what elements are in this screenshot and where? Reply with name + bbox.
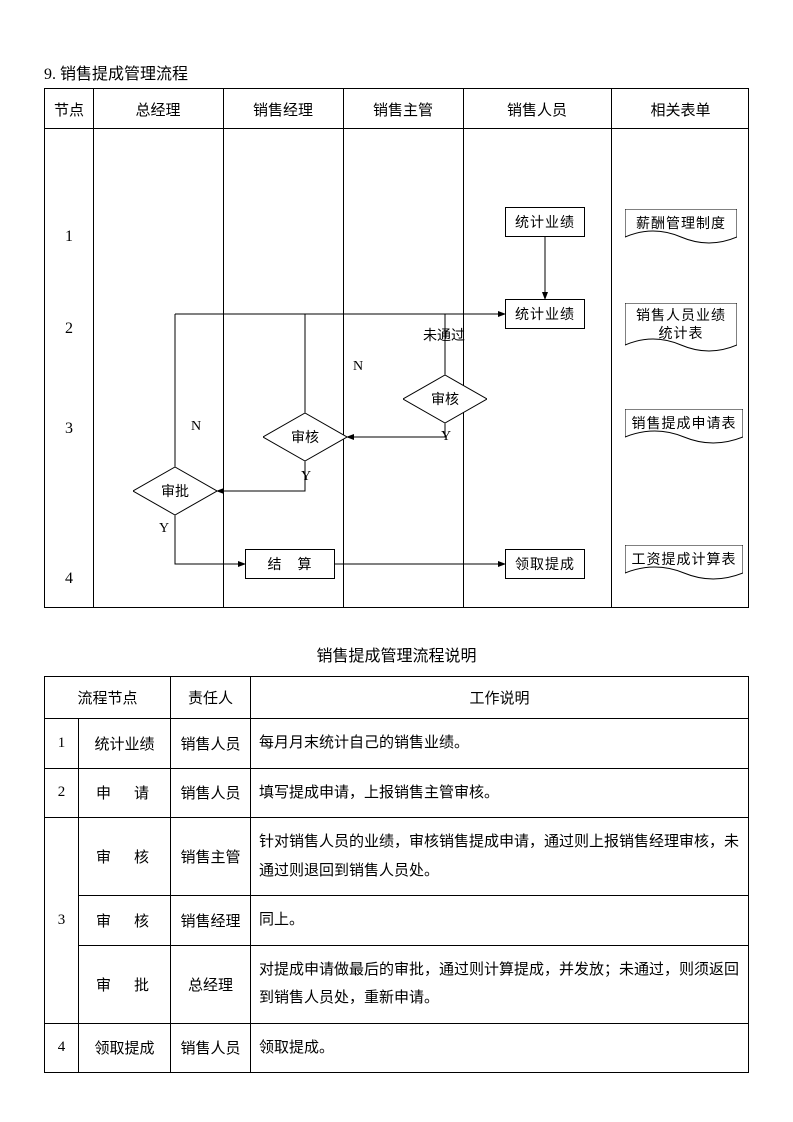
swim-header-node: 节点 (45, 89, 93, 129)
swim-header-forms: 相关表单 (611, 89, 750, 129)
swim-header-salesperson: 销售人员 (463, 89, 611, 129)
desc-cell-desc: 对提成申请做最后的审批，通过则计算提成，并发放；未通过，则须返回到销售人员处，重… (251, 945, 749, 1023)
desc-cell-resp: 销售人员 (171, 768, 251, 818)
desc-cell-node: 审 核 (79, 818, 171, 896)
desc-cell-desc: 同上。 (251, 896, 749, 946)
swim-header-gm: 总经理 (93, 89, 223, 129)
desc-table: 流程节点 责任人 工作说明 1 统计业绩 销售人员 每月月末统计自己的销售业绩。… (44, 676, 749, 1073)
desc-row: 3 审 核 销售主管 针对销售人员的业绩，审核销售提成申请，通过则上报销售经理审… (45, 818, 749, 896)
section-title: 9. 销售提成管理流程 (44, 60, 188, 84)
desc-cell-idx: 2 (45, 768, 79, 818)
desc-row: 2 申 请 销售人员 填写提成申请，上报销售主管审核。 (45, 768, 749, 818)
desc-row: 4 领取提成 销售人员 领取提成。 (45, 1023, 749, 1073)
swim-header-salessup: 销售主管 (343, 89, 463, 129)
desc-header-resp: 责任人 (171, 677, 251, 719)
desc-cell-node: 领取提成 (79, 1023, 171, 1073)
desc-cell-node: 统计业绩 (79, 719, 171, 769)
flow-connectors (45, 129, 750, 609)
desc-cell-resp: 销售主管 (171, 818, 251, 896)
desc-cell-desc: 领取提成。 (251, 1023, 749, 1073)
desc-header-node: 流程节点 (45, 677, 171, 719)
desc-cell-resp: 销售人员 (171, 719, 251, 769)
desc-cell-idx: 4 (45, 1023, 79, 1073)
swimlane-flowchart: 节点 总经理 销售经理 销售主管 销售人员 相关表单 1 2 3 4 统计业绩 … (44, 88, 749, 608)
label-Y: Y (159, 521, 169, 537)
label-Y: Y (441, 429, 451, 445)
label-N: N (353, 359, 363, 375)
desc-cell-idx: 1 (45, 719, 79, 769)
desc-header-row: 流程节点 责任人 工作说明 (45, 677, 749, 719)
desc-cell-node: 审 核 (79, 896, 171, 946)
desc-table-title: 销售提成管理流程说明 (0, 642, 793, 666)
label-N: N (191, 419, 201, 435)
swim-header-salesmgr: 销售经理 (223, 89, 343, 129)
desc-row: 1 统计业绩 销售人员 每月月末统计自己的销售业绩。 (45, 719, 749, 769)
page: 9. 销售提成管理流程 节点 总经理 销售经理 销售主管 销售人员 相关表单 1… (0, 0, 793, 1122)
desc-row: 审 批 总经理 对提成申请做最后的审批，通过则计算提成，并发放；未通过，则须返回… (45, 945, 749, 1023)
label-not-pass: 未通过 (423, 325, 465, 345)
desc-cell-desc: 针对销售人员的业绩，审核销售提成申请，通过则上报销售经理审核，未通过则退回到销售… (251, 818, 749, 896)
desc-cell-node: 申 请 (79, 768, 171, 818)
label-Y: Y (301, 469, 311, 485)
desc-cell-idx: 3 (45, 818, 79, 1024)
desc-row: 审 核 销售经理 同上。 (45, 896, 749, 946)
desc-cell-node: 审 批 (79, 945, 171, 1023)
desc-cell-desc: 每月月末统计自己的销售业绩。 (251, 719, 749, 769)
desc-cell-resp: 销售经理 (171, 896, 251, 946)
swimlane-header-row: 节点 总经理 销售经理 销售主管 销售人员 相关表单 (45, 89, 748, 129)
desc-cell-desc: 填写提成申请，上报销售主管审核。 (251, 768, 749, 818)
desc-cell-resp: 总经理 (171, 945, 251, 1023)
swimlane-body: 1 2 3 4 统计业绩 统计业绩 结 算 领取提成 审核 审核 审批 (45, 129, 748, 607)
desc-header-desc: 工作说明 (251, 677, 749, 719)
desc-cell-resp: 销售人员 (171, 1023, 251, 1073)
